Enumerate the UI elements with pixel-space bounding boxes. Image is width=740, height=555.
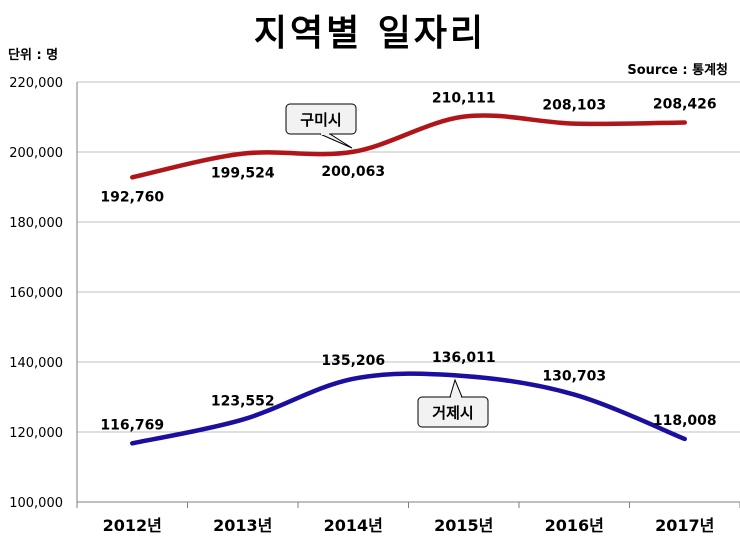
y-tick-label: 120,000 [9,426,63,441]
x-tick-label: 2015년 [434,516,493,535]
y-tick-label: 100,000 [9,496,63,511]
x-tick-label: 2014년 [324,516,383,535]
data-label: 135,206 [321,353,385,369]
y-tick-label: 220,000 [9,76,63,91]
data-label: 200,063 [321,164,385,180]
x-tick-label: 2012년 [103,516,162,535]
callout-pointer [449,378,463,398]
data-label: 118,008 [653,413,717,429]
y-tick-label: 200,000 [9,146,63,161]
data-label: 136,011 [432,350,496,366]
y-tick-label: 140,000 [9,356,63,371]
series-name-label: 구미시 [300,111,341,129]
x-tick-label: 2016년 [545,516,604,535]
data-label: 130,703 [542,369,606,385]
data-label: 192,760 [100,189,164,205]
data-label: 123,552 [211,394,275,410]
chart-title: 지역별 일자리 [253,13,487,54]
series-line [130,113,687,180]
data-label: 116,769 [100,417,164,433]
data-label: 208,426 [653,97,717,113]
y-tick-label: 160,000 [9,286,63,301]
series-name-label: 거제시 [432,404,473,422]
y-tick-label: 180,000 [9,216,63,231]
source-label: Source : 통계청 [627,63,728,78]
x-tick-label: 2017년 [655,516,714,535]
data-label: 210,111 [432,91,496,107]
unit-label: 단위 : 명 [8,48,59,63]
data-label: 199,524 [211,166,275,182]
series-line [130,371,687,446]
data-label: 208,103 [542,98,606,114]
x-tick-label: 2013년 [213,516,272,535]
callout-pointer [319,133,353,149]
